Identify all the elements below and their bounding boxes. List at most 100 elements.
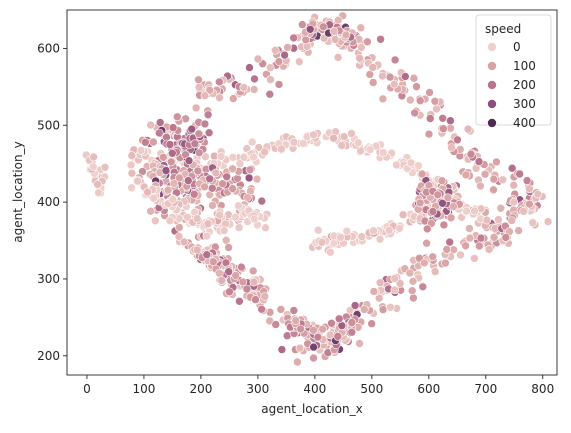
x-ticks: 0 100 200 300 400 500 600 700 800 (83, 375, 554, 396)
scatter-point (190, 139, 200, 148)
scatter-point (355, 53, 364, 63)
scatter-point (260, 292, 270, 301)
scatter-point (239, 83, 249, 92)
scatter-point (127, 168, 137, 178)
scatter-point (163, 185, 173, 195)
scatter-point (422, 238, 431, 248)
scatter-point (202, 250, 212, 259)
scatter-point (494, 215, 503, 224)
scatter-point (313, 225, 323, 235)
scatter-point (189, 190, 199, 199)
scatter-point (191, 103, 201, 113)
scatter-point (365, 145, 375, 154)
scatter-point (414, 161, 423, 170)
scatter-point (252, 174, 262, 184)
scatter-point (525, 184, 534, 194)
scatter-point (277, 345, 287, 354)
legend-box (475, 14, 552, 126)
legend-label: 400 (513, 116, 536, 130)
scatter-point (250, 214, 259, 224)
scatter-point (271, 320, 281, 329)
scatter-point (446, 123, 455, 133)
scatter-point (514, 226, 523, 235)
scatter-point (439, 124, 448, 133)
scatter-point (169, 179, 179, 188)
scatter-point (443, 193, 453, 202)
scatter-point (309, 130, 318, 140)
legend-title: speed (485, 22, 521, 36)
scatter-point (395, 224, 404, 233)
scatter-point (234, 223, 244, 232)
scatter-point (409, 73, 419, 83)
scatter-point (428, 252, 438, 262)
y-axis-label: agent_location_y (11, 141, 25, 242)
scatter-point (289, 137, 299, 147)
scatter-point (533, 189, 543, 199)
scatter-point (233, 174, 242, 183)
scatter-point (447, 143, 456, 152)
scatter-point (474, 157, 484, 166)
scatter-point (375, 278, 385, 288)
x-tick-label: 600 (417, 382, 440, 396)
x-tick-label: 100 (132, 382, 155, 396)
scatter-point (369, 287, 379, 296)
scatter-point (489, 185, 498, 195)
scatter-point (453, 135, 462, 145)
scatter-point (456, 250, 465, 260)
scatter-point (200, 91, 210, 100)
scatter-point (519, 207, 528, 216)
scatter-point (482, 215, 492, 225)
scatter-point (492, 157, 501, 167)
scatter-point (215, 268, 224, 278)
scatter-point (329, 238, 338, 248)
scatter-point (208, 201, 217, 210)
points-layer (82, 11, 553, 367)
scatter-point (333, 332, 343, 341)
scatter-point (509, 197, 519, 207)
scatter-point (326, 247, 335, 257)
scatter-point (390, 55, 400, 65)
scatter-point (313, 332, 323, 342)
scatter-point (357, 232, 367, 241)
scatter-point (430, 267, 440, 276)
scatter-point (378, 94, 388, 104)
scatter-point (375, 234, 385, 244)
scatter-point (333, 15, 343, 25)
scatter-point (291, 316, 301, 325)
scatter-point (211, 168, 221, 178)
scatter-point (339, 132, 349, 141)
scatter-point (193, 166, 203, 176)
scatter-point (202, 231, 212, 241)
scatter-point (389, 79, 399, 89)
legend-label: 100 (513, 59, 536, 73)
scatter-point (249, 85, 259, 94)
scatter-point (470, 254, 479, 263)
scatter-point (248, 266, 258, 276)
scatter-point (225, 287, 234, 297)
scatter-point (430, 97, 440, 106)
x-tick-label: 400 (303, 382, 326, 396)
scatter-point (309, 353, 318, 363)
scatter-point (265, 63, 275, 72)
x-tick-label: 0 (83, 382, 91, 396)
scatter-point (257, 196, 267, 206)
scatter-point (174, 232, 184, 241)
scatter-point (410, 108, 420, 118)
scatter-point (309, 342, 318, 352)
scatter-point (231, 212, 240, 222)
scatter-point (192, 214, 202, 223)
scatter-point (253, 54, 263, 64)
scatter-point (359, 305, 369, 314)
scatter-point (146, 120, 155, 130)
scatter-point (334, 314, 344, 324)
scatter-point (141, 138, 150, 147)
scatter-point (374, 293, 384, 303)
scatter-point (200, 119, 210, 129)
scatter-point (243, 193, 252, 202)
legend-marker (487, 118, 497, 128)
scatter-point (350, 301, 360, 310)
scatter-point (355, 339, 364, 348)
scatter-point (496, 203, 506, 213)
